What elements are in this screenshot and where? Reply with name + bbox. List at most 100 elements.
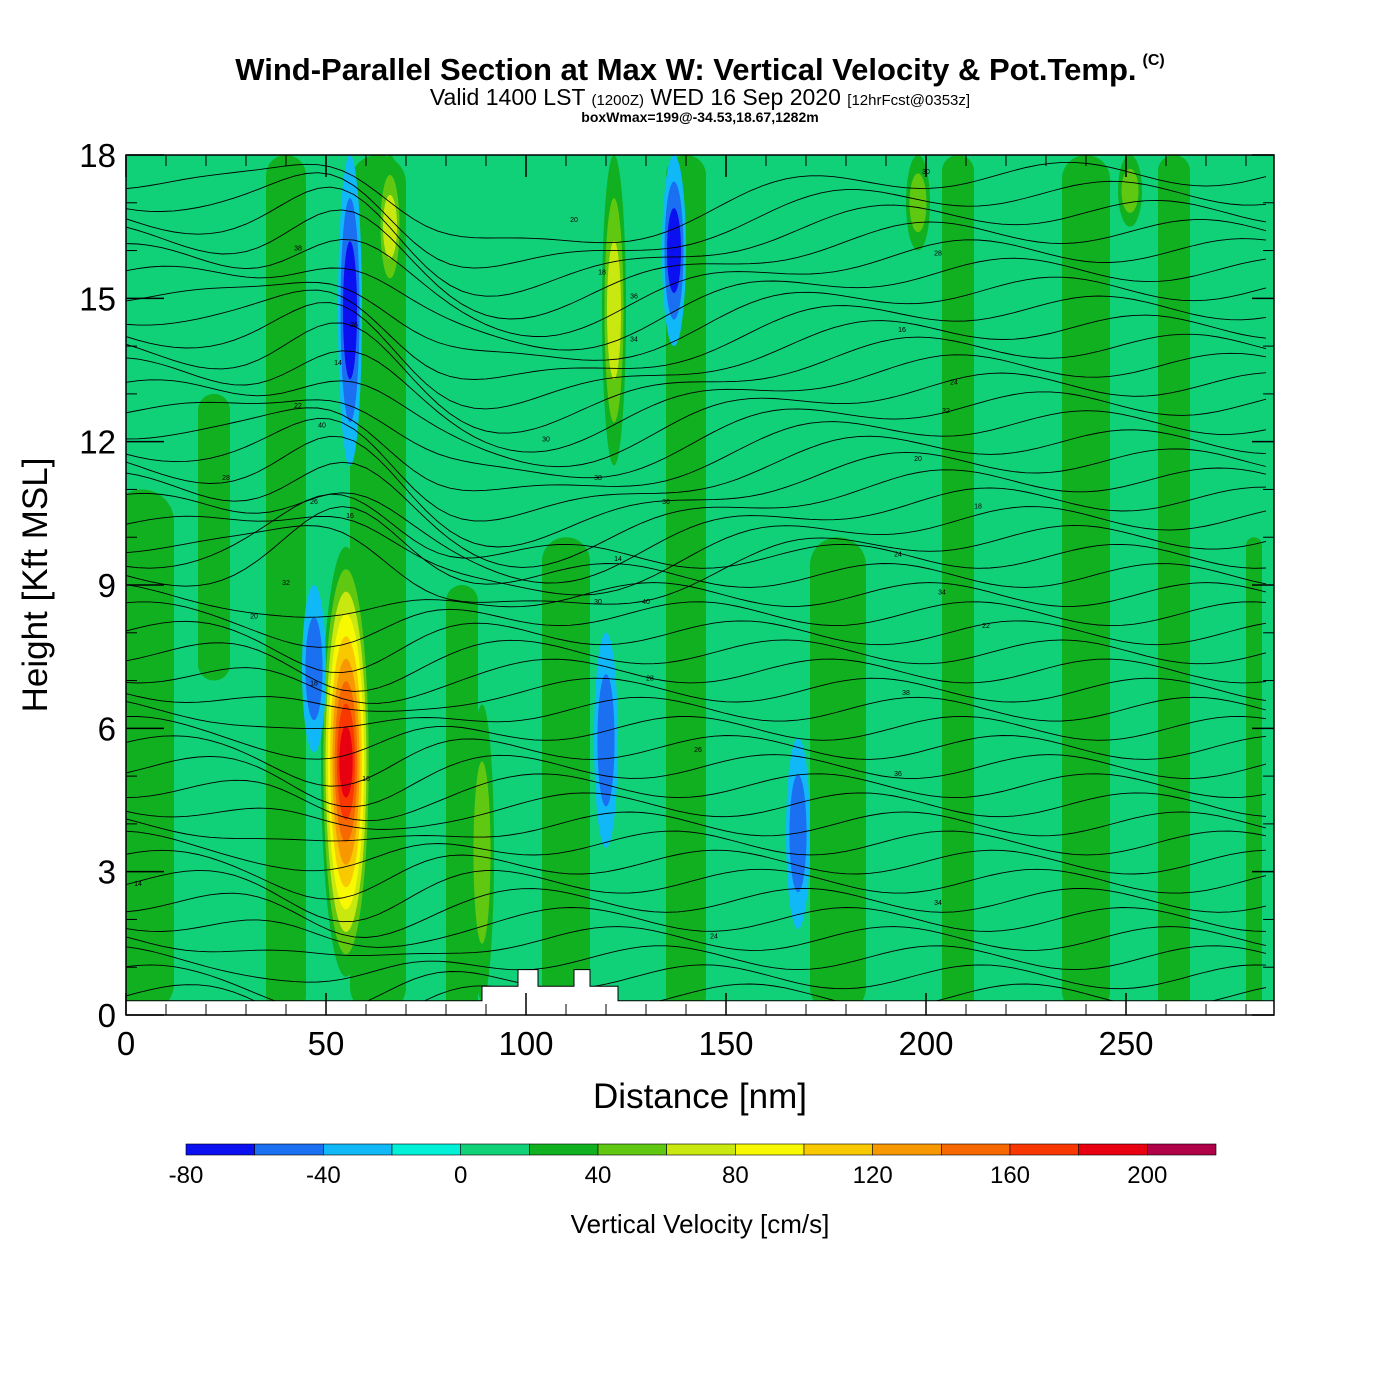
colorbar-swatch	[529, 1143, 599, 1156]
theta-contour-label: 20	[250, 613, 258, 620]
theta-contour-line	[126, 407, 1267, 492]
theta-contour-label: 24	[894, 551, 902, 558]
colorbar-swatch	[1078, 1143, 1148, 1156]
box-wmax-info: boxWmax=199@-34.53,18.67,1282m	[581, 109, 819, 125]
y-tick-label: 12	[79, 424, 116, 461]
theta-contour-line	[126, 696, 1267, 730]
colorbar-swatch	[185, 1143, 255, 1156]
theta-contour-line	[126, 322, 1267, 434]
w-feature-10	[1121, 168, 1139, 213]
colorbar-swatch	[1147, 1143, 1217, 1156]
theta-contour-label: 32	[282, 580, 290, 587]
theta-contour-label: 24	[710, 934, 718, 941]
theta-contour-label: 38	[594, 475, 602, 482]
theta-contour-line	[126, 907, 1267, 948]
y-tick-label: 15	[79, 280, 116, 317]
theta-contour-label: 36	[662, 499, 670, 506]
theta-contour-label: 16	[898, 327, 906, 334]
colorbar-swatch	[941, 1143, 1011, 1156]
terrain-profile	[126, 969, 1274, 1015]
theta-contour-label: 38	[294, 246, 302, 253]
theta-contour-line	[126, 289, 1267, 380]
weak-updraft-band	[266, 155, 306, 1015]
theta-contour-label: 20	[570, 217, 578, 224]
theta-contour-line	[126, 209, 1267, 320]
theta-contour-label: 28	[222, 475, 230, 482]
theta-contour-label: 22	[982, 623, 990, 630]
colorbar-tick-label: 200	[1127, 1162, 1167, 1189]
colorbar-tick-label: 40	[585, 1162, 612, 1189]
theta-contour-line	[126, 506, 1267, 588]
theta-contour-line	[126, 161, 1267, 244]
theta-contour-label: 22	[294, 403, 302, 410]
theta-contour-line	[126, 238, 1267, 337]
x-tick-label: 200	[898, 1025, 953, 1062]
colorbar-tick-label: 160	[990, 1162, 1030, 1189]
theta-contour-line	[126, 601, 1267, 648]
theta-contour-label: 34	[934, 900, 942, 907]
theta-contour-label: 40	[642, 599, 650, 606]
theta-contour-label: 14	[334, 360, 342, 367]
colorbar-swatch	[597, 1143, 667, 1156]
colorbar-swatch	[666, 1143, 736, 1156]
y-tick-label: 6	[98, 710, 116, 747]
theta-contour-line	[126, 945, 1267, 983]
valid-time: Valid 1400 LST	[429, 84, 586, 110]
theta-contour-label: 34	[630, 336, 638, 343]
weak-updraft-band	[810, 537, 866, 1015]
colorbar-swatch	[323, 1143, 393, 1156]
theta-contour-label: 40	[318, 422, 326, 429]
theta-contour-line	[126, 257, 1267, 351]
theta-contour-label: 26	[310, 499, 318, 506]
y-axis-title: Height [Kft MSL]	[16, 458, 55, 713]
theta-contour-line	[126, 811, 1267, 842]
y-tick-label: 18	[79, 137, 116, 174]
theta-contour-line	[126, 849, 1267, 900]
theta-contour-line	[126, 830, 1267, 872]
weak-updraft-band	[1158, 155, 1190, 1015]
w-feature-4	[607, 241, 621, 380]
theta-contour-line	[126, 186, 1267, 297]
theta-contour-label: 18	[974, 504, 982, 511]
theta-contour-line	[126, 658, 1267, 704]
w-feature-0	[339, 725, 353, 798]
theta-contour-label: 30	[542, 437, 550, 444]
theta-contour-line	[126, 461, 1267, 568]
theta-contour-label: 34	[938, 590, 946, 597]
theta-contour-label: 26	[694, 747, 702, 754]
theta-contour-label: 36	[894, 771, 902, 778]
theta-contour-line	[126, 754, 1267, 808]
theta-contour-line	[126, 639, 1267, 692]
colorbar: -80 -40 0 40 80 120 160 200	[169, 1143, 1217, 1189]
colorbar-tick-label: 0	[454, 1162, 467, 1189]
theta-contour-line	[126, 926, 1267, 957]
w-feature-3	[383, 194, 397, 259]
valid-date: WED 16 Sep 2020	[650, 84, 841, 110]
colorbar-swatch	[872, 1143, 942, 1156]
terrain	[126, 969, 1274, 1015]
theta-contour-line	[126, 391, 1267, 479]
theta-contour-line	[126, 435, 1267, 548]
theta-contours: 14 24 34 16 26 36 18 28 38 20 30 40 22 32 14 24 34 16 26 36…	[126, 161, 1267, 1015]
theta-contour-line	[126, 773, 1267, 822]
chart-title: Wind-Parallel Section at Max W: Vertical…	[0, 52, 1400, 88]
theta-contour-label: 18	[310, 680, 318, 687]
theta-contour-line	[126, 677, 1267, 712]
theta-contour-label: 36	[630, 293, 638, 300]
forecast-info: [12hrFcst@0353z]	[847, 92, 971, 109]
theta-contour-label: 16	[362, 776, 370, 783]
y-tick-label: 0	[98, 997, 116, 1034]
theta-contour-line	[126, 493, 1267, 569]
theta-contour-label: 18	[598, 269, 606, 276]
theta-contour-line	[126, 620, 1267, 674]
y-tick-label: 3	[98, 854, 116, 891]
theta-contour-line	[126, 735, 1267, 787]
theta-contour-label: 28	[934, 250, 942, 257]
w-feature-5	[667, 208, 681, 294]
weak-updraft-band	[126, 489, 174, 1015]
w-feature-8	[473, 761, 491, 944]
theta-contour-line	[126, 983, 1267, 1015]
theta-contour-line	[126, 350, 1267, 453]
colorbar-swatch	[391, 1143, 461, 1156]
